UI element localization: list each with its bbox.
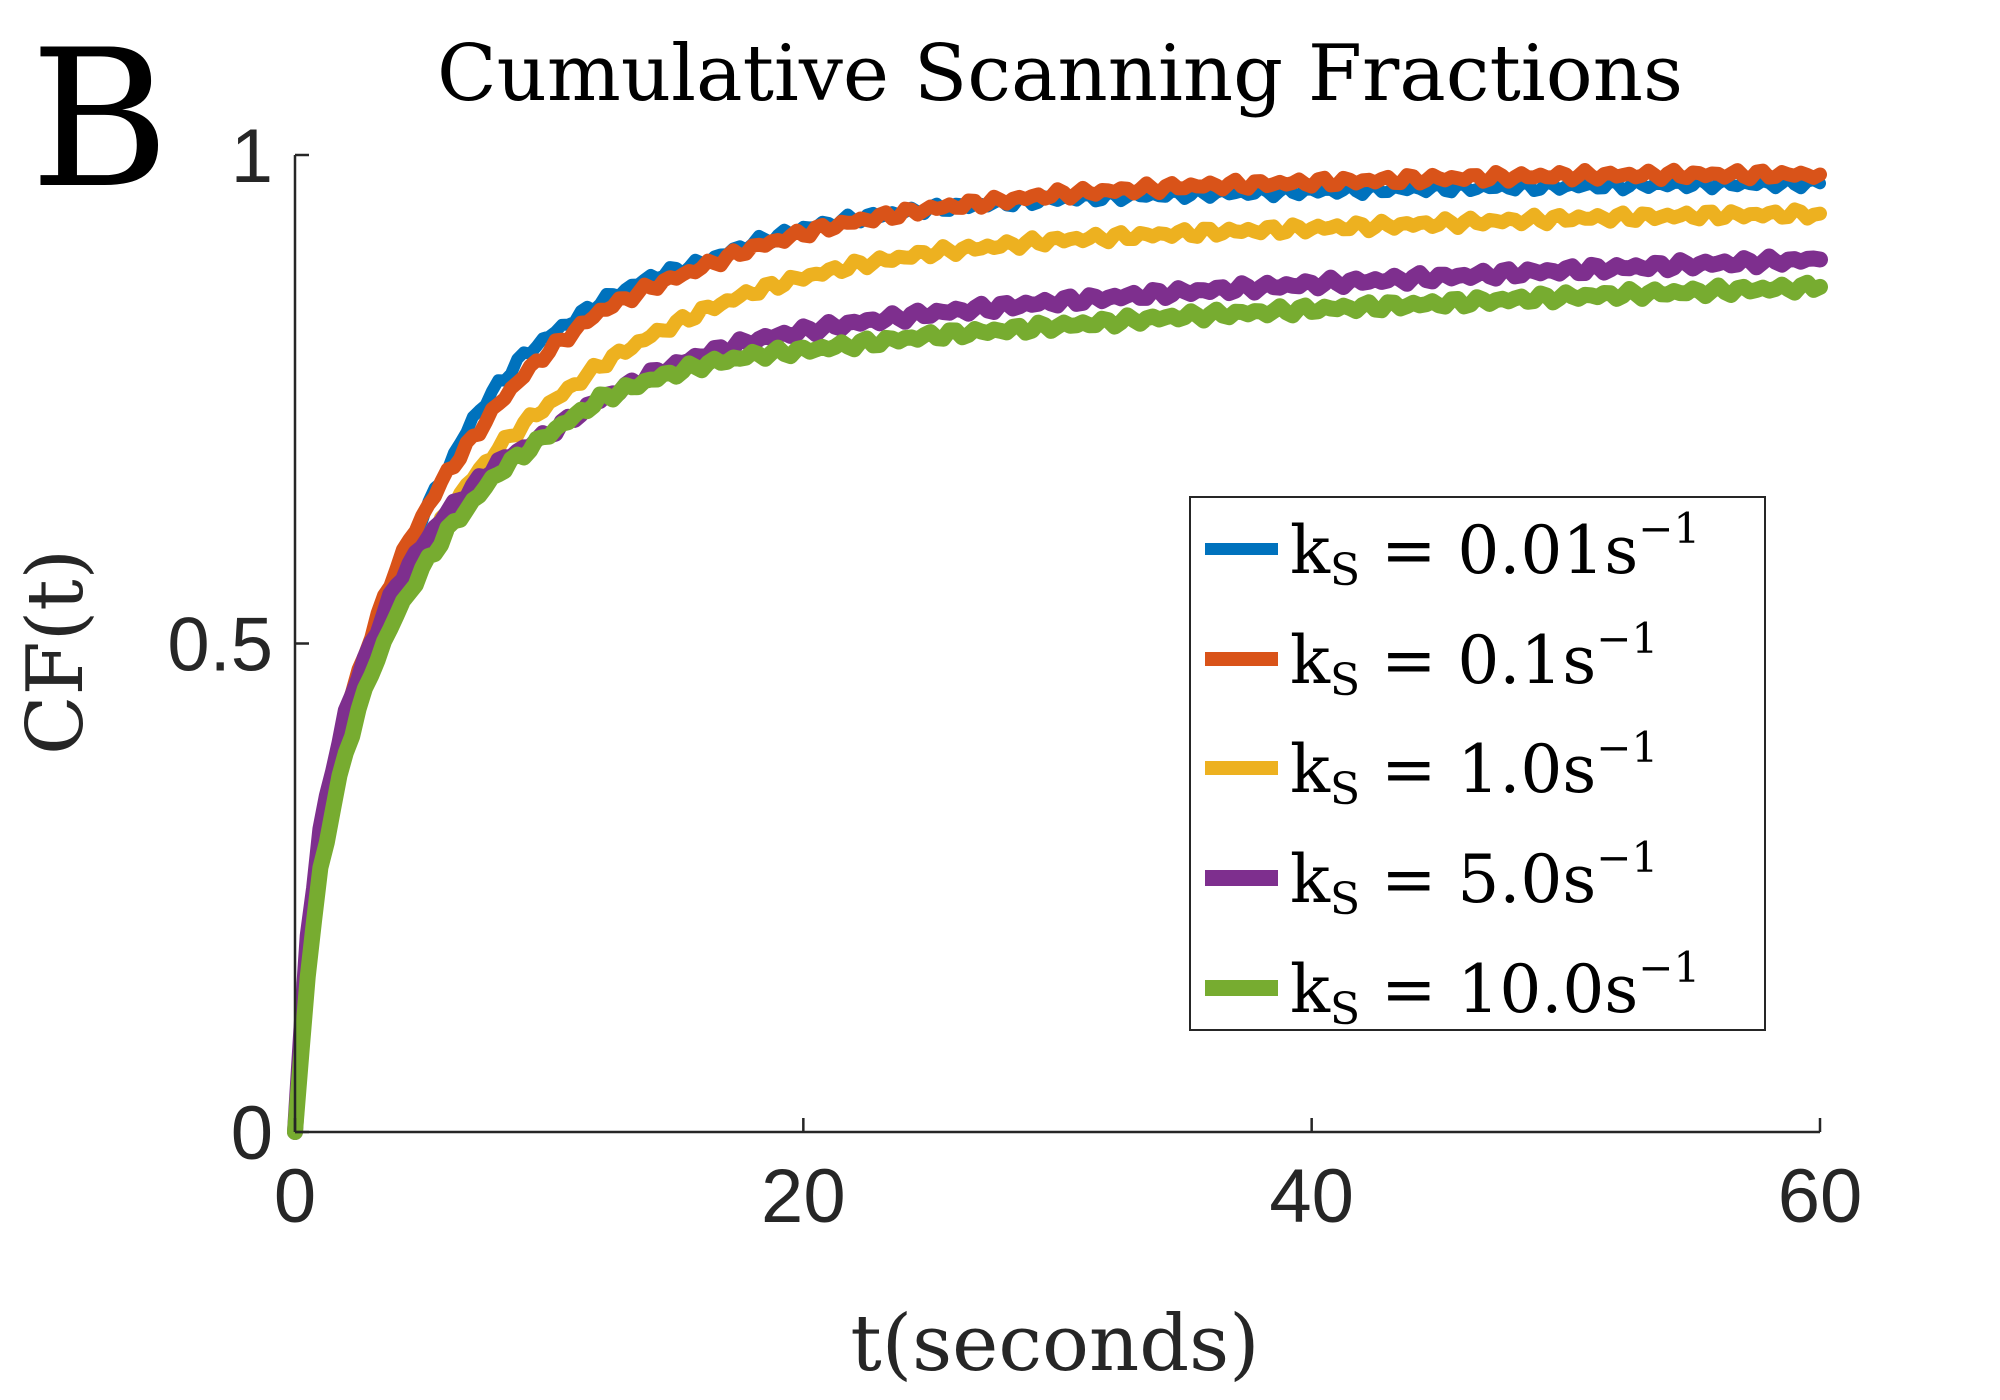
y-tick-label: 1 xyxy=(231,114,273,199)
series-line-2 xyxy=(288,162,1827,1139)
legend-label-2: kS = 0.1s−1 xyxy=(1290,614,1658,706)
chart-title: Cumulative Scanning Fractions xyxy=(437,29,1683,119)
axis-ticks: 0 20 40 60 0 0.5 1 xyxy=(167,114,1862,1239)
legend-label-3: kS = 1.0s−1 xyxy=(1290,723,1658,815)
y-axis-title: CF(t) xyxy=(11,549,101,755)
legend-entries: kS = 0.01s−1 kS = 0.1s−1 kS = 1.0s−1 kS = 5… xyxy=(1205,504,1700,1035)
x-tick-label: 60 xyxy=(1778,1154,1863,1239)
legend-label-5: kS = 10.0s−1 xyxy=(1290,943,1700,1035)
legend: kS = 0.01s−1 kS = 0.1s−1 kS = 1.0s−1 kS = 5… xyxy=(1189,496,1766,1035)
series-line-1 xyxy=(289,172,1826,1138)
x-axis-title: t(seconds) xyxy=(850,1299,1259,1389)
legend-label-1: kS = 0.01s−1 xyxy=(1290,504,1700,596)
series-lines xyxy=(287,162,1828,1140)
y-tick-label: 0 xyxy=(231,1091,273,1176)
legend-box xyxy=(1189,496,1766,1031)
legend-label-4: kS = 5.0s−1 xyxy=(1290,833,1658,925)
x-tick-label: 0 xyxy=(274,1154,316,1239)
y-tick-label: 0.5 xyxy=(167,603,273,688)
panel-label: B xyxy=(30,9,170,230)
series-line-3 xyxy=(288,202,1827,1139)
x-tick-label: 20 xyxy=(761,1154,846,1239)
x-tick-label: 40 xyxy=(1269,1154,1354,1239)
plot-area: 0 20 40 60 0 0.5 1 xyxy=(167,114,1862,1239)
series-line-5 xyxy=(287,274,1828,1140)
